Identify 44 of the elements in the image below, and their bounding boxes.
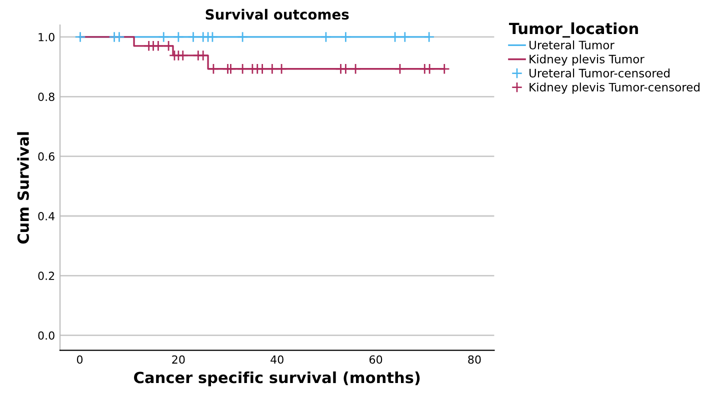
- chart-title: Survival outcomes: [206, 8, 349, 20]
- point: [237, 31, 248, 43]
- x-tick-label: 80: [468, 355, 481, 364]
- legend-label: Kidney plevis Tumor-censored: [530, 82, 700, 94]
- legend-label: Ureteral Tumor-censored: [530, 68, 670, 78]
- point: [198, 50, 209, 62]
- point: [399, 31, 410, 43]
- point: [424, 31, 435, 43]
- x-axis-title: Cancer specific survival (months): [134, 371, 420, 386]
- point: [74, 31, 86, 43]
- point: [350, 63, 362, 74]
- legend-label: Kidney plevis Tumor: [530, 54, 644, 66]
- point: [158, 31, 170, 43]
- point: [256, 63, 268, 74]
- y-tick-label: 0.8: [38, 92, 54, 102]
- x-tick-label: 20: [172, 355, 185, 364]
- point: [237, 63, 248, 74]
- point: [114, 31, 125, 43]
- point: [188, 31, 199, 43]
- point: [266, 63, 278, 74]
- point: [320, 31, 332, 43]
- x-tick-label: 60: [369, 355, 382, 364]
- point: [438, 63, 450, 74]
- legend-label: Ureteral Tumor: [530, 40, 614, 50]
- point: [394, 63, 406, 74]
- x-tick-label: 40: [270, 355, 284, 364]
- y-tick-label: 1.0: [38, 32, 54, 42]
- point: [163, 40, 174, 52]
- point: [424, 63, 436, 74]
- x-tick-label: 0: [76, 355, 83, 364]
- y-tick-label: 0.6: [38, 152, 54, 161]
- y-tick-label: 0.0: [38, 331, 54, 340]
- point: [172, 31, 184, 43]
- point: [340, 63, 352, 74]
- point: [208, 63, 220, 74]
- point: [276, 63, 288, 74]
- point: [225, 63, 236, 74]
- y-tick-label: 0.2: [38, 272, 54, 280]
- y-axis-title: Cum Survival: [17, 132, 29, 244]
- point: [152, 40, 164, 52]
- legend-title: Tumor_location: [508, 22, 638, 38]
- y-tick-label: 0.4: [38, 212, 55, 220]
- point: [340, 31, 352, 43]
- point: [389, 31, 401, 43]
